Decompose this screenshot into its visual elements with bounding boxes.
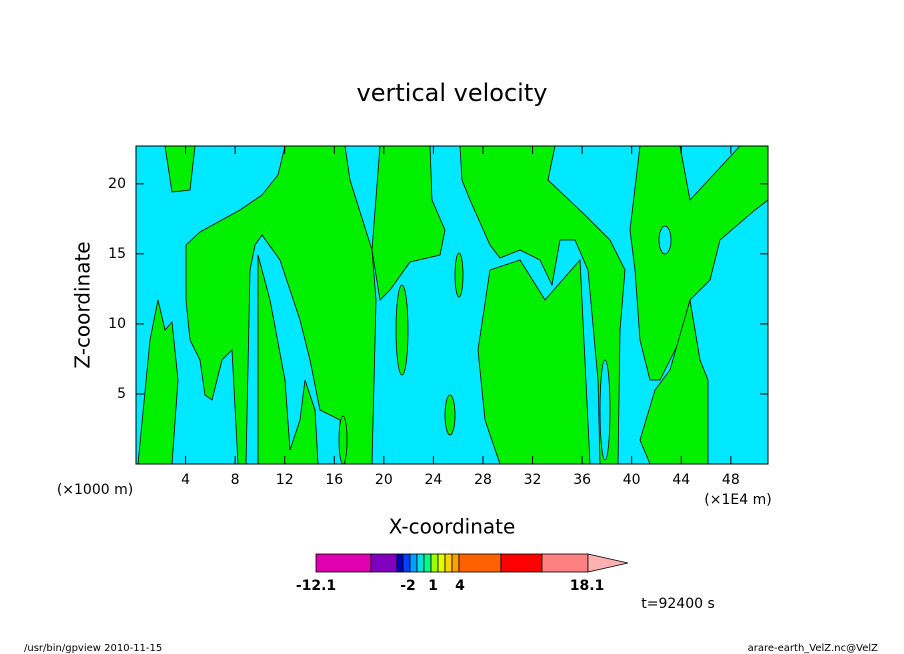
- x-tick-label: 20: [375, 472, 393, 488]
- contour-region: [459, 145, 626, 465]
- x-axis-title: X-coordinate: [389, 515, 516, 539]
- contour-field: [135, 145, 769, 465]
- x-tick-label: 32: [524, 472, 542, 488]
- contour-region: [629, 145, 769, 381]
- contour-region: [137, 299, 179, 465]
- x-tick-label: 28: [474, 472, 492, 488]
- contour-region: [454, 252, 464, 298]
- colorbar-segment: [396, 553, 404, 573]
- contour-region: [395, 284, 409, 376]
- colorbar-segment: [451, 553, 460, 573]
- contour-region: [371, 145, 446, 301]
- colorbar-segment: [541, 553, 589, 573]
- colorbar-label: -2: [400, 578, 416, 594]
- colorbar-extension: [587, 553, 629, 573]
- contour-region: [599, 359, 611, 461]
- x-tick-label: 24: [424, 472, 442, 488]
- colorbar-segment: [402, 553, 411, 573]
- colorbar-segment: [458, 553, 502, 573]
- x-tick-label: 40: [623, 472, 641, 488]
- contour-region: [658, 225, 672, 255]
- colorbar-segment: [370, 553, 398, 573]
- x-tick-label: 48: [722, 472, 740, 488]
- x-unit-label: (×1000 m): [57, 482, 133, 498]
- y-tick-label: 10: [108, 316, 126, 332]
- footer-left: /usr/bin/gpview 2010-11-15: [24, 643, 162, 654]
- plot-frame: [135, 145, 769, 465]
- colorbar-segment: [430, 553, 439, 573]
- footer-right: arare-earth_VelZ.nc@VelZ: [748, 643, 879, 654]
- colorbar-label: 18.1: [570, 578, 605, 594]
- y-tick-label: 15: [108, 246, 126, 262]
- x-tick-label: 4: [181, 472, 190, 488]
- colorbar: -12.1 -2 1 4 18.1: [296, 553, 629, 594]
- colorbar-segment: [423, 553, 432, 573]
- y-tick-label: 5: [117, 386, 126, 402]
- y-tick-label: 20: [108, 176, 126, 192]
- x-tick-label: 36: [573, 472, 591, 488]
- x-tick-label: 44: [672, 472, 690, 488]
- x-tick-label: 12: [276, 472, 294, 488]
- contour-region: [444, 394, 456, 436]
- colorbar-segment: [444, 553, 453, 573]
- contour-region: [338, 415, 348, 465]
- contour-region: [477, 258, 591, 465]
- colorbar-label: -12.1: [296, 578, 336, 594]
- colorbar-segment: [437, 553, 446, 573]
- x-tick-label: 8: [231, 472, 240, 488]
- colorbar-segment: [409, 553, 418, 573]
- time-label: t=92400 s: [641, 596, 715, 612]
- x-tick-label: 16: [325, 472, 343, 488]
- colorbar-segment: [315, 553, 372, 573]
- colorbar-label: 1: [428, 578, 438, 594]
- chart-title: vertical velocity: [357, 79, 548, 107]
- colorbar-label: 4: [455, 578, 465, 594]
- colorbar-segment: [416, 553, 425, 573]
- colorbar-segment: [500, 553, 543, 573]
- x-unit-label: (×1E4 m): [704, 492, 771, 508]
- y-axis-title: Z-coordinate: [71, 241, 95, 368]
